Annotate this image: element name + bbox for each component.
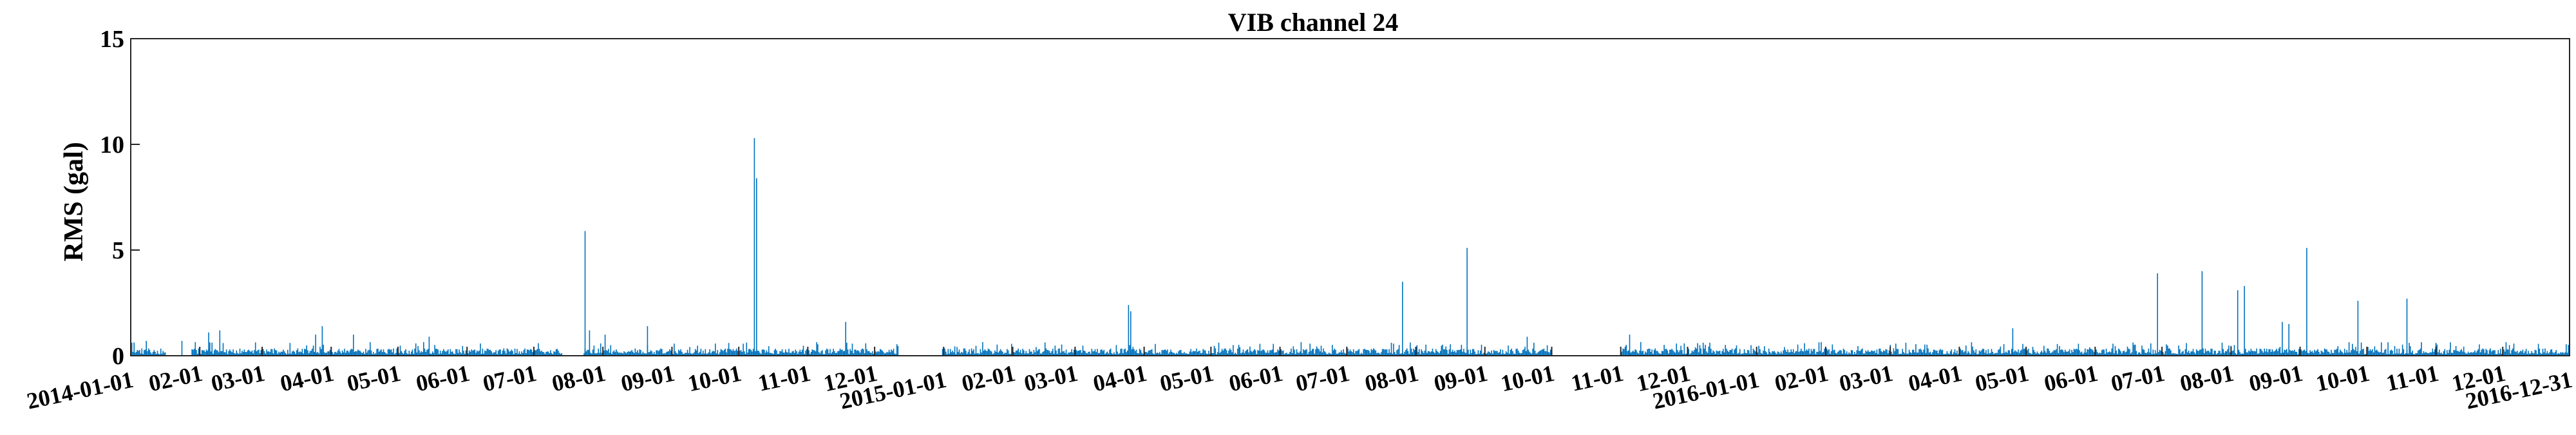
x-tick-label: 09-01 [1432, 360, 1490, 397]
x-tick-label: 04-01 [278, 360, 336, 397]
y-tick-label: 15 [100, 26, 124, 53]
x-tick-label: 03-01 [1837, 360, 1895, 397]
x-tick-label: 08-01 [2177, 360, 2235, 397]
x-tick-label: 08-01 [549, 360, 607, 397]
x-tick-label: 10-01 [1499, 360, 1557, 397]
x-tick-label: 05-01 [345, 360, 402, 397]
x-tick-label: 03-01 [209, 360, 267, 397]
chart-title: VIB channel 24 [1228, 8, 1399, 37]
signal-series [130, 138, 2570, 356]
y-tick-label: 5 [112, 237, 124, 264]
x-tick-label: 2014-01-01 [24, 367, 136, 414]
x-tick-label: 02-01 [1772, 360, 1830, 397]
x-tick-label: 11-01 [755, 360, 813, 396]
plot-frame [130, 38, 2570, 356]
x-tick-label: 09-01 [619, 360, 677, 397]
x-tick-label: 04-01 [1091, 360, 1149, 397]
x-tick-label: 03-01 [1022, 360, 1080, 397]
x-tick-label: 07-01 [480, 360, 538, 397]
x-tick-label: 06-01 [413, 360, 471, 397]
y-tick-label: 0 [112, 343, 124, 370]
x-tick-label: 09-01 [2247, 360, 2305, 397]
x-axis: 2014-01-01 02-01 03-01 04-01 05-01 06-01 07-01… [24, 347, 2575, 414]
x-tick-label: 06-01 [1227, 360, 1285, 397]
y-tick-label: 10 [100, 131, 124, 159]
x-tick-label: 02-01 [146, 360, 204, 397]
x-tick-label: 07-01 [2108, 360, 2166, 397]
x-tick-label: 11-01 [1569, 360, 1626, 396]
x-tick-label: 05-01 [1158, 360, 1216, 397]
x-tick-label: 02-01 [960, 360, 1018, 397]
x-tick-label: 10-01 [685, 360, 743, 397]
x-tick-label: 06-01 [2042, 360, 2100, 397]
x-tick-label: 05-01 [1973, 360, 2031, 397]
x-tick-label: 04-01 [1906, 360, 1964, 397]
y-axis: 0 5 10 15 [100, 26, 140, 370]
x-tick-label: 08-01 [1363, 360, 1421, 397]
y-axis-label: RMS (gal) [59, 142, 89, 261]
x-tick-label: 10-01 [2313, 360, 2371, 397]
x-tick-label: 11-01 [2384, 360, 2441, 396]
x-tick-label: 07-01 [1293, 360, 1351, 397]
